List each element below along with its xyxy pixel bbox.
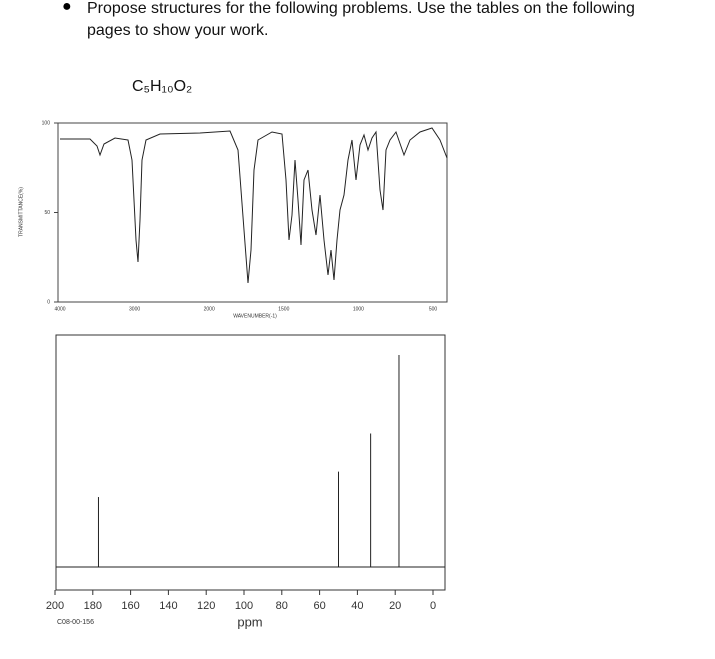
- nmr-tick-label: 180: [84, 600, 102, 612]
- nmr-tick-label: 40: [351, 600, 363, 612]
- nmr-tick-label: 60: [313, 600, 325, 612]
- bullet: ●: [62, 0, 72, 15]
- nmr-tick-label: 140: [159, 600, 177, 612]
- ir-y-label: TRANSMITTANCE(%): [18, 187, 24, 237]
- nmr-x-label: ppm: [237, 614, 262, 629]
- nmr-tick-label: 120: [197, 600, 215, 612]
- nmr-frame: [55, 334, 446, 591]
- ir-y-tick-label: 0: [47, 299, 50, 305]
- ir-trace: [60, 127, 448, 284]
- formula: C₅H₁₀O₂: [132, 78, 193, 95]
- ir-x-tick-label: 1500: [278, 306, 289, 312]
- nmr-tick-label: 160: [121, 600, 139, 612]
- nmr-tick-label: 200: [46, 600, 64, 612]
- ir-x-tick-label: 3000: [129, 306, 140, 312]
- ir-y-tick-label: 50: [44, 210, 50, 216]
- nmr-tick-label: 20: [389, 600, 401, 612]
- instruction: Propose structures for the following pro…: [87, 0, 635, 39]
- ir-y-tick-label: 100: [42, 120, 51, 126]
- ir-x-label: WAVENUMBER(-1): [233, 313, 277, 319]
- nmr-code: C08-00-156: [57, 619, 94, 626]
- nmr-tick-label: 80: [276, 600, 288, 612]
- nmr-tick-label: 0: [430, 600, 436, 612]
- nmr-tick-label: 100: [235, 600, 253, 612]
- ir-x-tick-label: 500: [429, 306, 438, 312]
- ir-x-tick-label: 1000: [353, 306, 364, 312]
- ir-x-tick-label: 2000: [204, 306, 215, 312]
- ir-x-tick-label: 4000: [54, 306, 65, 312]
